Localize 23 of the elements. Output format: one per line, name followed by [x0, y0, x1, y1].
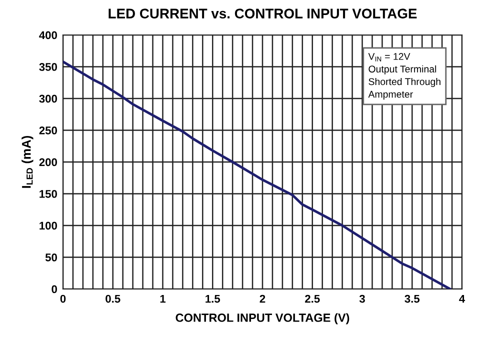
y-tick-label: 0 — [52, 285, 57, 294]
y-tick-label: 50 — [45, 254, 57, 262]
x-tick-label: 4 — [459, 294, 466, 303]
y-tick-label: 350 — [39, 63, 57, 71]
y-tick-label: 400 — [39, 31, 57, 40]
y-axis-title: I$_{LED}$ (mA) — [22, 136, 34, 188]
y-tick-label: 250 — [39, 126, 57, 134]
x-tick-label: 1 — [160, 294, 166, 303]
x-tick-label: 2.5 — [305, 294, 320, 303]
x-tick-label: 0.5 — [106, 294, 120, 303]
x-tick-label: 1.5 — [206, 294, 220, 303]
y-tick-label: 300 — [39, 94, 57, 103]
y-tick-label: 100 — [40, 222, 57, 230]
y-tick-label: 150 — [40, 190, 57, 198]
annotation: V$_{IN}$ = 12V Output Terminal Shorted Through Ampmeter — [368, 53, 440, 100]
chart-title: LED CURRENT vs. CONTROL INPUT VOLTAGE — [108, 8, 417, 18]
x-tick-label: 0 — [60, 294, 66, 303]
x-tick-label: 3 — [359, 294, 365, 303]
y-tick-label: 200 — [39, 158, 57, 166]
x-tick-label: 2 — [260, 294, 266, 303]
x-axis-title: CONTROL INPUT VOLTAGE (V) — [176, 313, 350, 324]
line-series — [63, 60, 452, 289]
x-tick-label: 3.5 — [404, 294, 420, 303]
